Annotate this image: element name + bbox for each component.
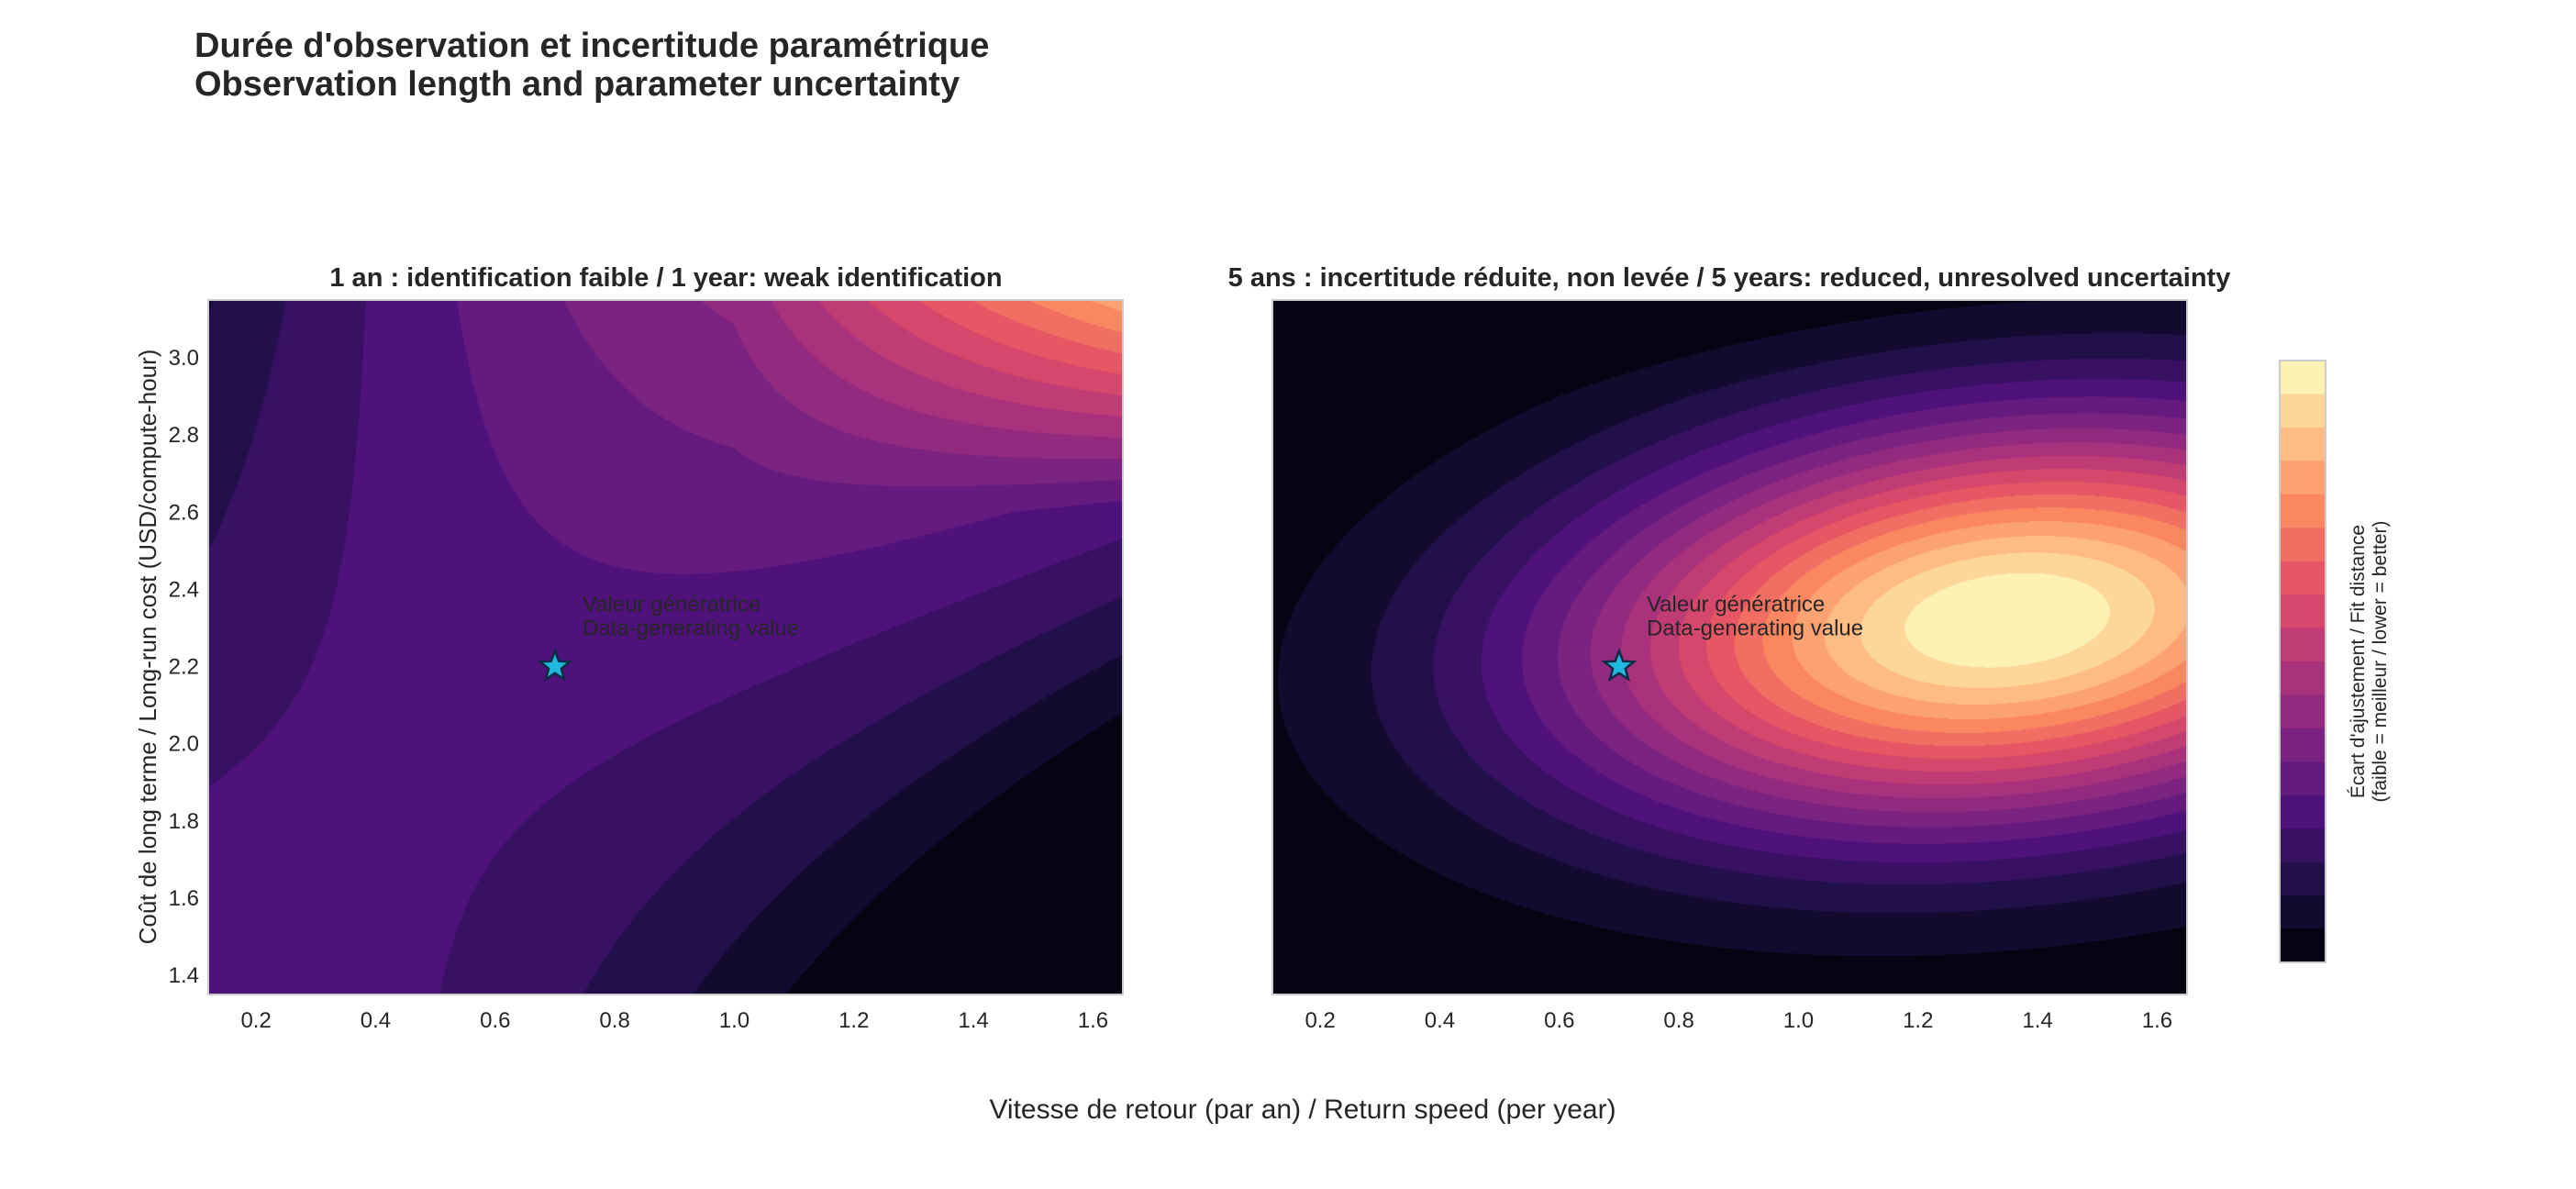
colorbar-level-band (2280, 695, 2326, 729)
figure-title-en: Observation length and parameter uncerta… (194, 65, 960, 104)
panel-2-xtick-label: 0.6 (1544, 1008, 1574, 1033)
colorbar-level-band (2280, 461, 2326, 495)
panel-2-annotation-en: Data-generating value (1647, 617, 1863, 641)
panel-2-xtick-label: 1.4 (2022, 1008, 2052, 1033)
panel-2-xtick-label: 0.8 (1663, 1008, 1693, 1033)
panel-1-data-generating-star (537, 647, 573, 683)
panel-1-xtick-label: 0.6 (480, 1008, 510, 1033)
colorbar-label-line2: (faible = meilleur / lower = better) (2370, 521, 2391, 803)
colorbar-frame (2279, 360, 2326, 963)
panel-2-data-generating-star (1601, 647, 1638, 683)
colorbar-level-band (2280, 394, 2326, 428)
colorbar-level-band (2280, 561, 2326, 595)
panel-1-xtick-label: 0.8 (599, 1008, 629, 1033)
colorbar-level-band (2280, 528, 2326, 562)
colorbar-level-band (2280, 361, 2326, 395)
panel-1-ytick-label: 2.2 (169, 655, 199, 680)
colorbar-level-band (2280, 795, 2326, 829)
colorbar-level-band (2280, 828, 2326, 863)
colorbar-level-band (2280, 761, 2326, 796)
panel-1-ytick-label: 1.8 (169, 809, 199, 834)
colorbar (2280, 361, 2326, 963)
panel-2-heatmap-wrap (1272, 300, 2187, 995)
panel-1-annotation-en: Data-generating value (583, 617, 799, 641)
colorbar-level-band (2280, 928, 2326, 963)
panel-1-ytick-label: 2.4 (169, 577, 199, 602)
panel-2-xtick-label: 0.4 (1425, 1008, 1455, 1033)
panel-2-frame (1271, 299, 2188, 995)
colorbar-level-band (2280, 427, 2326, 461)
panel-5-years: 5 ans : incertitude réduite, non levée /… (1228, 263, 2231, 1033)
colorbar-level-band (2280, 494, 2326, 528)
panel-1-heatmap-wrap (208, 300, 1123, 995)
colorbar-level-band (2280, 728, 2326, 762)
panel-1-ticks: 0.2 0.4 0.6 0.8 1.0 1.2 1.4 1.6 1.4 1.6 1.8 2.0 2.2 2… (169, 346, 1108, 1033)
panel-1-xtick-label: 1.0 (719, 1008, 749, 1033)
colorbar-level-band (2280, 594, 2326, 629)
panel-1-ytick-label: 1.4 (169, 963, 199, 988)
panel-2-xtick-label: 1.2 (1903, 1008, 1933, 1033)
figure-title-fr: Durée d'observation et incertitude param… (194, 27, 989, 65)
panel-1-contour-canvas (208, 300, 1123, 995)
panel-1-ytick-label: 2.8 (169, 423, 199, 448)
panel-1-title: 1 an : identification faible / 1 year: w… (329, 263, 1002, 293)
panel-1-xtick-label: 0.4 (361, 1008, 391, 1033)
panel-1-xtick-label: 1.6 (1078, 1008, 1108, 1033)
panel-1-xtick-label: 1.4 (958, 1008, 988, 1033)
panel-2-xtick-label: 0.2 (1305, 1008, 1335, 1033)
panel-1-xtick-label: 0.2 (240, 1008, 271, 1033)
panel-1-ytick-label: 2.6 (169, 500, 199, 525)
panel-1-ylabel: Coût de long terme / Long-run cost (USD/… (134, 350, 161, 945)
panel-2-xtick-label: 1.0 (1783, 1008, 1814, 1033)
colorbar-level-band (2280, 661, 2326, 696)
panel-1-year: 1 an : identification faible / 1 year: w… (134, 263, 1124, 1033)
panel-2-annotation-fr: Valeur génératrice (1647, 593, 1825, 617)
colorbar-level-band (2280, 628, 2326, 662)
panel-1-annotation-fr: Valeur génératrice (583, 593, 761, 617)
panel-1-xtick-label: 1.2 (838, 1008, 869, 1033)
panel-1-frame (207, 299, 1124, 995)
shared-xlabel: Vitesse de retour (par an) / Return spee… (989, 1095, 1616, 1125)
colorbar-level-band (2280, 861, 2326, 896)
panel-2-ticks: 0.2 0.4 0.6 0.8 1.0 1.2 1.4 1.6 (1305, 1008, 2172, 1033)
panel-1-ytick-label: 2.0 (169, 732, 199, 757)
panel-2-contour-canvas (1272, 300, 2187, 995)
panel-2-xtick-label: 1.6 (2142, 1008, 2172, 1033)
colorbar-level-band (2280, 895, 2326, 930)
colorbar-label-line1: Écart d'ajustement / Fit distance (2348, 525, 2369, 798)
panel-1-ytick-label: 3.0 (169, 346, 199, 371)
panel-1-ytick-label: 1.6 (169, 886, 199, 911)
panel-2-title: 5 ans : incertitude réduite, non levée /… (1228, 263, 2231, 293)
